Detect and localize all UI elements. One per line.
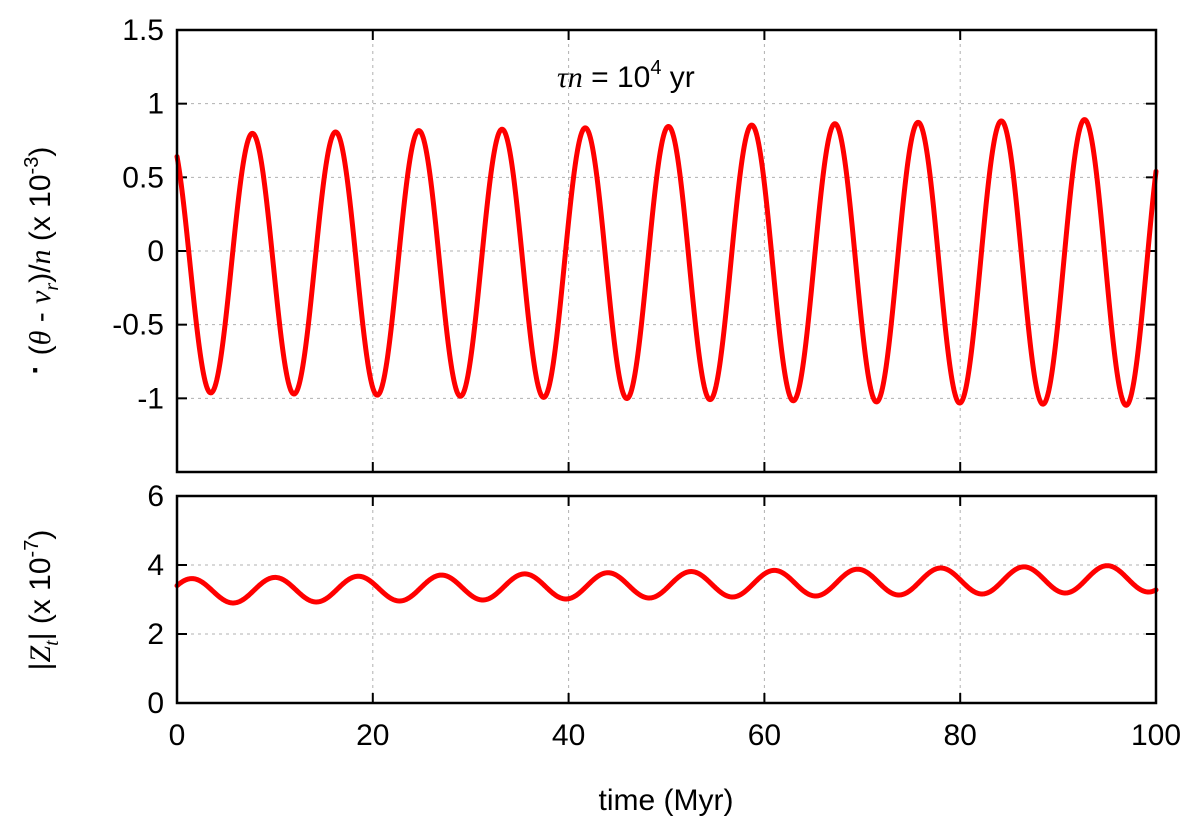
xtick-label: 60 [748, 719, 781, 752]
ylabel-minus: - [24, 304, 57, 331]
top-panel-grid [177, 30, 1156, 472]
top-annotation: τn = 104 yr [557, 57, 695, 94]
xtick-label: 100 [1131, 719, 1181, 752]
top-panel-ticks: -1 -0.5 0 0.5 1 1.5 [112, 14, 1157, 472]
annotation-tau-n: τn [557, 61, 583, 94]
theta-dot: · [31, 354, 41, 387]
bottom-ylabel: |Zt| (x 10-7) [21, 530, 63, 671]
zlabel-scale-end: ) [24, 530, 57, 540]
top-ytick-label: 1 [147, 88, 164, 121]
annotation-eq: = 10 [583, 61, 651, 94]
bottom-series-line [174, 563, 1159, 606]
ylabel-close: )/ [24, 264, 57, 283]
zlabel-open: | [24, 663, 57, 671]
ylabel-scale: (x 10 [24, 174, 57, 249]
zlabel-scale-exp: -7 [21, 540, 43, 558]
top-ytick-label: 1.5 [122, 14, 164, 47]
xtick-label: 20 [356, 719, 389, 752]
x-axis-label: time (Myr) [599, 784, 734, 817]
zlabel-close: | [24, 632, 57, 640]
top-series-line [174, 117, 1159, 408]
annotation-unit: yr [661, 61, 694, 94]
ylabel-nu: ν [24, 290, 57, 304]
ylabel-scale-end: ) [24, 147, 57, 157]
ylabel-theta: θ [24, 330, 57, 345]
top-panel-frame [175, 28, 1158, 474]
xtick-label: 80 [944, 719, 977, 752]
bottom-panel-grid [177, 496, 1156, 703]
zlabel-scale: (x 10 [24, 557, 57, 632]
top-ytick-label: 0 [147, 235, 164, 268]
zlabel-sub: t [41, 640, 63, 646]
bottom-ytick-label: 0 [147, 687, 164, 720]
bottom-ytick-label: 6 [147, 480, 164, 513]
bottom-ytick-label: 2 [147, 618, 164, 651]
ylabel-open: ( [24, 345, 57, 355]
top-ytick-label: 0.5 [122, 161, 164, 194]
ylabel-n: n [24, 249, 57, 264]
top-ytick-label: -1 [137, 382, 164, 415]
ylabel-scale-exp: -3 [21, 157, 43, 175]
top-ylabel: (θ - νr)/n (x 10-3) [21, 147, 63, 356]
bottom-panel-frame [175, 494, 1158, 705]
zlabel-z: Z [24, 646, 57, 663]
annotation-exp: 4 [650, 57, 661, 79]
top-ytick-label: -0.5 [112, 309, 164, 342]
xtick-label: 40 [552, 719, 585, 752]
bottom-ytick-label: 4 [147, 549, 164, 582]
ylabel-nu-sub: r [41, 283, 63, 291]
xtick-label: 0 [169, 719, 186, 752]
